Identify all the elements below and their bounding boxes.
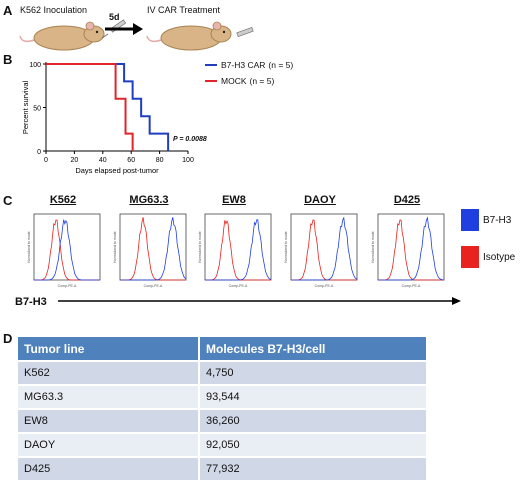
cell-molecules: 93,544	[199, 384, 428, 409]
histogram-ew8: Normalized to mode Comp-PE-A	[198, 213, 272, 288]
legend-n-car: (n = 5)	[268, 59, 294, 70]
histogram-legend: B7-H3 Isotype	[461, 209, 519, 268]
histogram-y-label: Normalized to mode	[284, 231, 288, 262]
cell-tumor-line: EW8	[18, 408, 200, 433]
legend-item-car: B7-H3 CAR (n = 5)	[205, 58, 365, 71]
arrow-icon	[105, 23, 143, 35]
cell-tumor-line: DAOY	[18, 432, 200, 457]
histogram-frame	[290, 213, 358, 281]
b7h3-axis-arrow	[58, 297, 461, 305]
histogram-y-label: Normalized to mode	[27, 231, 31, 262]
panel-letter-d: D	[3, 331, 13, 346]
b7h3-peak	[291, 216, 358, 281]
histogram-frame	[204, 213, 272, 281]
x-tick-label: 40	[99, 157, 107, 164]
cell-molecules: 4,750	[199, 360, 428, 385]
table-row: EW8 36,260	[18, 408, 428, 433]
b7h3-peak	[120, 217, 187, 281]
step2-label: IV CAR Treatment	[147, 5, 221, 15]
survival-chart: 0 50 100 0 20 40 60 80 100 Days elapsed post-tumo…	[21, 62, 194, 175]
histogram-frame	[377, 213, 445, 281]
histogram-y-label: Normalized to mode	[198, 231, 202, 262]
table-row: DAOY 92,050	[18, 432, 428, 457]
histogram-x-label: Comp-PE-A	[229, 284, 248, 288]
x-tick-label: 60	[127, 157, 135, 164]
legend-n-mock: (n = 5)	[249, 75, 275, 86]
legend-swatch-mock	[205, 79, 217, 82]
tumor-table: Tumor line Molecules B7-H3/cell K562 4,75…	[18, 337, 428, 480]
histogram-x-label: Comp-PE-A	[402, 284, 421, 288]
histogram-mg633: Normalized to mode Comp-PE-A	[113, 213, 187, 288]
histogram-title-k562: K562	[49, 194, 77, 206]
y-tick-label: 100	[29, 62, 41, 69]
isotype-peak	[120, 217, 186, 281]
cell-tumor-line: D425	[18, 456, 200, 480]
legend-label-isotype: Isotype	[483, 251, 516, 263]
header-tumor-line: Tumor line	[18, 337, 200, 361]
table-row: MG63.3 93,544	[18, 384, 428, 409]
x-tick-label: 80	[156, 157, 164, 164]
histogram-k562: Normalized to mode Comp-PE-A	[27, 213, 101, 288]
x-tick-label: 20	[71, 157, 79, 164]
legend-item-isotype: Isotype	[461, 246, 519, 268]
b7h3-peak	[34, 219, 100, 281]
y-tick-label: 50	[33, 106, 41, 113]
histogram-title-mg633: MG63.3	[129, 194, 169, 206]
panel-letter-c: C	[3, 193, 13, 208]
histogram-x-label: Comp-PE-A	[315, 284, 334, 288]
panel-letter-b: B	[3, 52, 13, 67]
b7h3-axis-title: B7-H3	[15, 296, 47, 308]
header-molecules: Molecules B7-H3/cell	[199, 337, 428, 361]
survival-curve-mock	[46, 63, 134, 151]
histogram-title-daoy: DAOY	[304, 194, 336, 206]
b7h3-peak	[205, 219, 272, 281]
isotype-peak	[205, 220, 271, 281]
x-tick-label: 100	[182, 157, 194, 164]
cell-molecules: 92,050	[199, 432, 428, 457]
cell-molecules: 36,260	[199, 408, 428, 433]
histogram-title-d425: D425	[393, 194, 421, 206]
isotype-peak	[378, 219, 444, 281]
histogram-x-label: Comp-PE-A	[58, 284, 77, 288]
legend-swatch-car	[205, 63, 217, 66]
survival-curve-car	[46, 63, 170, 151]
histogram-frame	[119, 213, 187, 281]
histogram-x-label: Comp-PE-A	[144, 284, 163, 288]
y-axis-label: Percent survival	[21, 80, 30, 134]
histogram-d425: Normalized to mode Comp-PE-A	[371, 213, 445, 288]
legend-item-mock: MOCK (n = 5)	[205, 74, 365, 87]
y-tick-label: 0	[37, 149, 41, 156]
histogram-daoy: Normalized to mode Comp-PE-A	[284, 213, 358, 288]
histogram-title-ew8: EW8	[222, 194, 246, 206]
legend-item-b7h3: B7-H3	[461, 209, 519, 231]
step1-label: K562 Inoculation	[20, 5, 88, 15]
cell-tumor-line: K562	[18, 360, 200, 385]
panel-letter-a: A	[3, 3, 13, 18]
survival-legend: B7-H3 CAR (n = 5) MOCK (n = 5)	[205, 58, 365, 87]
b7h3-peak	[378, 216, 445, 281]
legend-label-car: B7-H3 CAR	[221, 59, 266, 70]
histogram-y-label: Normalized to mode	[113, 231, 117, 262]
table-header-row: Tumor line Molecules B7-H3/cell	[18, 337, 428, 361]
cell-molecules: 77,932	[199, 456, 428, 480]
isotype-peak	[291, 219, 357, 281]
legend-swatch-isotype	[461, 246, 479, 268]
mouse-illustration-2	[146, 21, 254, 51]
x-axis-label: Days elapsed post-tumor	[75, 166, 159, 175]
table-row: D425 77,932	[18, 456, 428, 480]
legend-swatch-b7h3	[461, 209, 479, 231]
legend-label-b7h3: B7-H3	[483, 214, 512, 226]
arrow-label: 5d	[109, 12, 120, 22]
x-tick-label: 0	[44, 157, 48, 164]
legend-label-mock: MOCK	[221, 75, 247, 86]
p-value: P = 0.0088	[173, 136, 207, 143]
histogram-y-label: Normalized to mode	[371, 231, 375, 262]
table-row: K562 4,750	[18, 360, 428, 385]
cell-tumor-line: MG63.3	[18, 384, 200, 409]
